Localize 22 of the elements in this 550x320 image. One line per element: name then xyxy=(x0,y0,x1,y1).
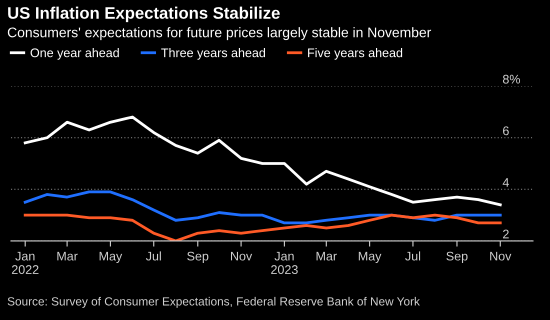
x-tick-label: Sep xyxy=(187,252,208,264)
x-tick-label: Nov xyxy=(230,252,252,261)
x-tick-label: Jan 2023 xyxy=(271,252,298,274)
x-tick-label: Mar xyxy=(316,252,337,261)
x-tick-label: Mar xyxy=(57,252,78,261)
chart-subtitle: Consumers' expectations for future prices largely stable in November xyxy=(8,27,432,40)
x-tick-label: Nov xyxy=(490,252,512,261)
y-tick-label: 4 xyxy=(502,178,509,187)
chart-title: US Inflation Expectations Stabilize xyxy=(8,6,280,22)
x-tick-label: Jul xyxy=(405,251,420,261)
legend-label: One year ahead xyxy=(30,48,119,60)
legend-label: Three years ahead xyxy=(161,48,266,60)
x-tick-label: Jul xyxy=(146,251,161,261)
legend-label: Five years ahead xyxy=(308,48,402,60)
y-tick-label: 2 xyxy=(503,230,509,238)
x-tick-label: May xyxy=(358,252,382,264)
source-note: Source: Survey of Consumer Expectations, Federal Reserve Bank of New York xyxy=(8,296,420,308)
x-tick-label: May xyxy=(100,252,122,264)
y-tick-label: 8% xyxy=(502,74,520,84)
x-tick-label: Sep xyxy=(446,252,468,264)
y-tick-label: 6 xyxy=(503,126,509,136)
x-tick-label: Jan 2022 xyxy=(12,252,38,274)
